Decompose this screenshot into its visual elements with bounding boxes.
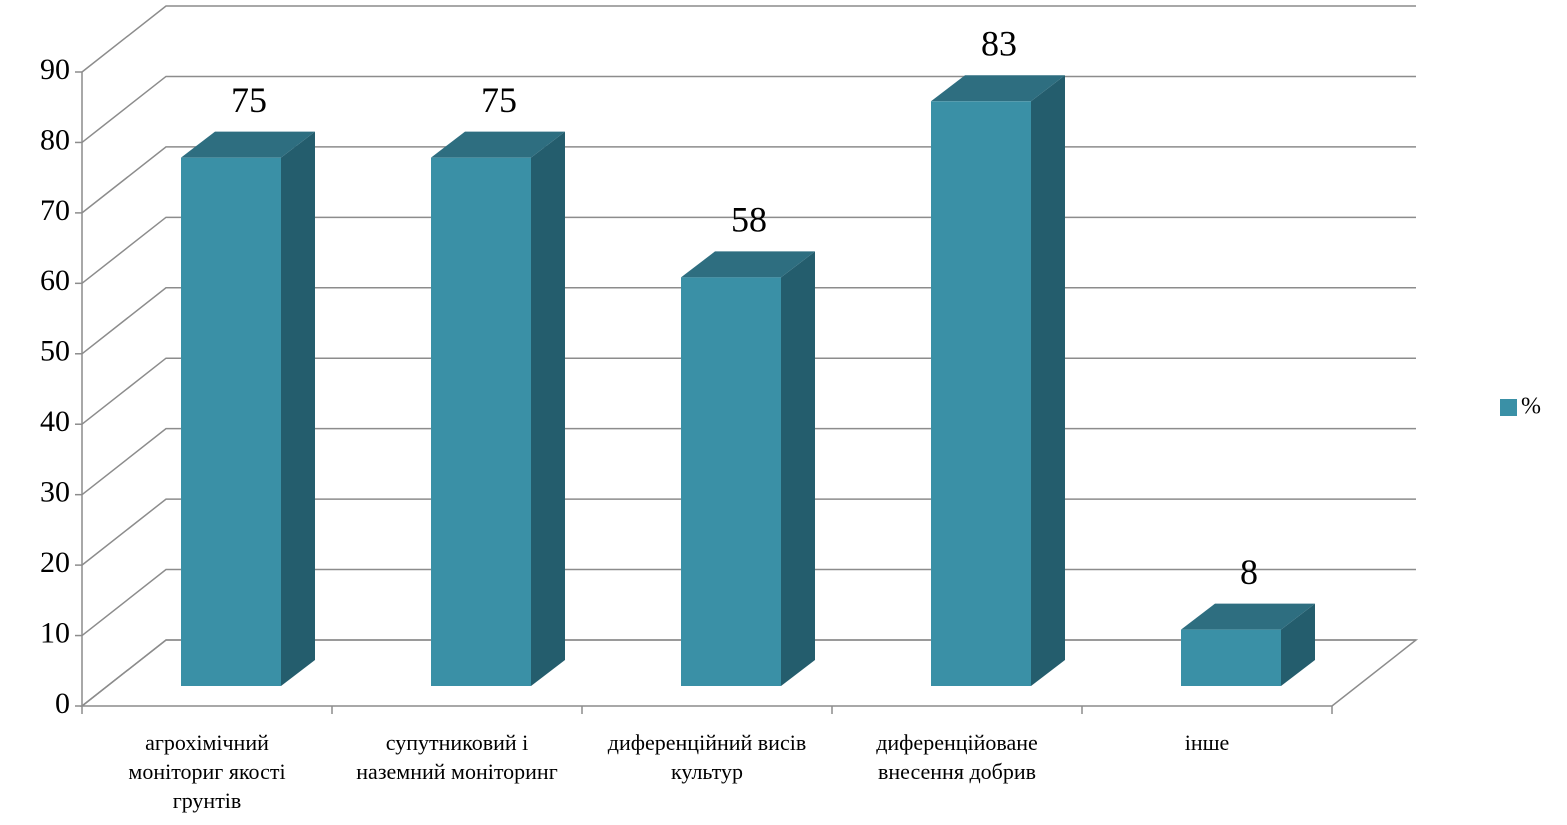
y-tick-label: 30 [40,476,70,509]
bar-side [1031,75,1065,687]
y-tick-label: 80 [40,123,70,156]
y-tick-label: 90 [40,53,70,86]
bar-top [431,131,565,158]
data-label: 83 [981,24,1017,64]
grid-line [81,5,1416,73]
x-tick-label: інше [1184,730,1230,755]
data-label: 75 [231,80,267,120]
bar-top [1181,603,1315,630]
legend-label: % [1521,394,1541,420]
y-tick-label: 20 [40,546,70,579]
y-tick-label: 10 [40,616,70,649]
bar-side [781,251,815,686]
bar [181,157,281,686]
bar [931,101,1031,687]
x-tick-label: диференційоване внесення добрив [876,730,1038,784]
bar-side [531,131,565,686]
y-tick-label: 50 [40,335,70,368]
bar-top [931,75,1065,102]
bar [1181,629,1281,686]
y-tick-label: 40 [40,405,70,438]
x-tick-label: супутниковий і наземний моніторинг [356,730,558,784]
bar-side [281,131,315,686]
data-label: 8 [1240,552,1258,592]
y-tick-label: 60 [40,264,70,297]
bar [431,157,531,686]
bar-side [1281,603,1315,686]
bar-top [681,251,815,278]
legend-swatch [1500,399,1517,416]
x-tick-label: диференційний висів культур [607,730,807,784]
y-tick-label: 70 [40,194,70,227]
bar-top [181,131,315,158]
data-label: 58 [731,200,767,240]
bar [681,277,781,686]
x-tick-label: агрохімічний моніториг якості грунтів [128,730,286,813]
y-tick-label: 0 [55,687,70,720]
data-label: 75 [481,80,517,120]
